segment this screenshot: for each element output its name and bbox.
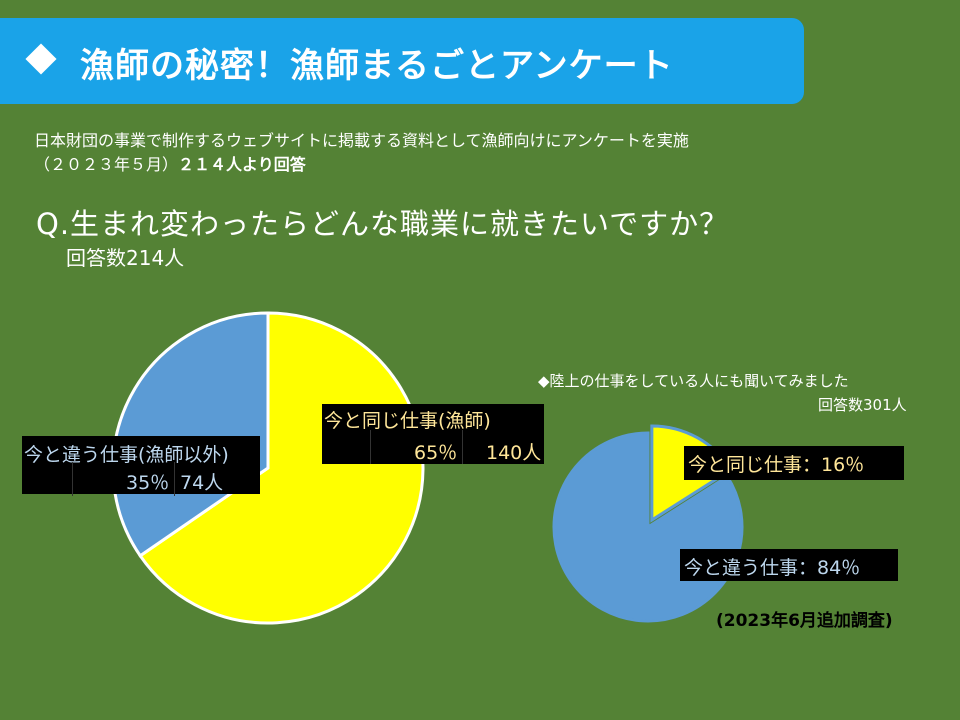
- page-title: 漁師の秘密！漁師まるごとアンケート: [80, 46, 674, 86]
- slice-label-same-job-2-text: 今と同じ仕事：16％: [688, 454, 865, 476]
- additional-survey-note: (2023年6月追加調査): [716, 611, 893, 631]
- slice-label-different-job-percent: 35％: [126, 472, 170, 494]
- survey-date-line: （２０２３年５月）２１４人より回答: [34, 151, 306, 175]
- slice-label-same-job: 今と同じ仕事(漁師) 65％ 140人: [322, 404, 544, 464]
- pie-chart-fishermen: [111, 311, 425, 625]
- slice-label-same-job-count: 140人: [486, 442, 542, 464]
- slice-label-same-job-2: 今と同じ仕事：16％: [684, 446, 904, 480]
- slice-label-same-job-percent: 65％: [414, 442, 458, 464]
- slice-label-different-job: 今と違う仕事(漁師以外) 35％ 74人: [22, 436, 260, 496]
- slice-label-different-job-count: 74人: [180, 472, 224, 494]
- label-cell-divider: [462, 430, 463, 464]
- title-banner: 漁師の秘密！漁師まるごとアンケート: [0, 18, 804, 104]
- respondent-count: ２１４人より回答: [178, 155, 306, 174]
- question-text: Q.生まれ変わったらどんな職業に就きたいですか？: [36, 207, 730, 241]
- slice-label-different-job-name: 今と違う仕事(漁師以外): [24, 444, 229, 466]
- slice-label-same-job-name: 今と同じ仕事(漁師): [324, 410, 491, 432]
- label-cell-divider: [370, 430, 371, 464]
- pie-slice: [111, 311, 270, 558]
- label-cell-divider: [174, 462, 175, 496]
- label-cell-divider: [72, 462, 73, 496]
- survey-description: 日本財団の事業で制作するウェブサイトに掲載する資料として漁師向けにアンケートを実…: [34, 131, 689, 150]
- survey-date: （２０２３年５月）: [34, 155, 179, 174]
- slice-label-different-job-2-text: 今と違う仕事：84％: [684, 557, 861, 579]
- survey2-title: ◆陸上の仕事をしている人にも聞いてみました: [538, 372, 849, 390]
- survey2-response-count: 回答数301人: [818, 396, 907, 414]
- slice-label-different-job-2: 今と違う仕事：84％: [680, 549, 898, 581]
- pie-slice: [138, 311, 425, 625]
- survey1-response-count: 回答数214人: [66, 246, 185, 270]
